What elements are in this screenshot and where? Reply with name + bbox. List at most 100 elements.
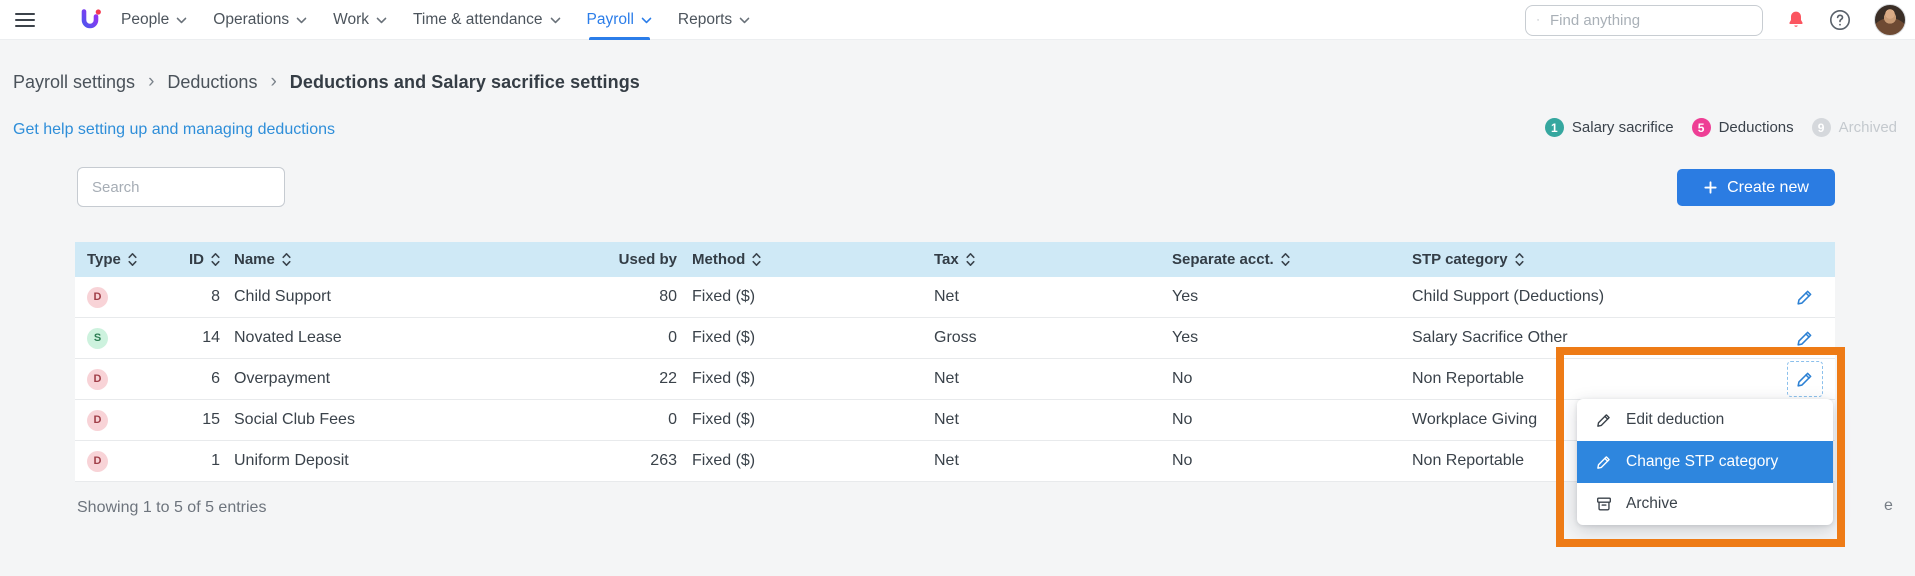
type-badge: D [87,409,108,431]
nav-item[interactable]: Operations [213,0,307,40]
column-header-label: Name [234,251,275,268]
cell-tax: Net [934,288,959,305]
table-row[interactable]: D 8 Child Support 80 Fixed ($) Net Yes C… [75,277,1835,318]
cell-method: Fixed ($) [692,370,756,387]
counter-bubble: 1 [1544,118,1564,137]
top-navigation-bar: People Operations Work Time & attendance… [0,0,1915,40]
nav-item[interactable]: People [121,0,187,40]
obscured-text-fragment: e [1884,497,1893,514]
chevron-down-icon [550,17,560,24]
table-column-header[interactable]: Separate acct. [1157,242,1397,277]
nav-item[interactable]: Time & attendance [413,0,561,40]
create-new-button[interactable]: Create new [1677,169,1835,206]
nav-item-label: Time & attendance [412,10,543,28]
table-body: D 8 Child Support 80 Fixed ($) Net Yes C… [75,277,1835,482]
sort-icon[interactable] [128,252,137,267]
edit-pencil-button[interactable] [1787,361,1823,397]
cell-separate-acct: No [1172,452,1193,469]
table-search-box[interactable] [77,167,285,207]
cell-type: D [75,277,160,317]
context-menu-item-label: Change STP category [1626,453,1779,470]
help-icon[interactable] [1829,9,1851,31]
edit-pencil-button[interactable] [1788,280,1822,314]
table-column-header[interactable]: STP category [1397,242,1835,277]
nav-item-label: Work [333,10,369,28]
cell-used-by: 263 [650,452,677,469]
table-column-header[interactable]: Tax [919,242,1157,277]
notifications-bell-icon[interactable] [1786,9,1806,31]
breadcrumb-separator: › [148,71,155,92]
cell-id: 14 [202,329,220,346]
sort-icon[interactable] [966,252,975,267]
pencil-icon [1595,411,1613,429]
cell-type: S [75,318,160,358]
chevron-down-icon [376,17,387,24]
cell-used-by: 80 [659,288,677,305]
table-row[interactable]: D 6 Overpayment 22 Fixed ($) Net No Non … [75,359,1835,400]
sort-icon[interactable] [211,252,220,267]
cell-method: Fixed ($) [692,329,756,346]
help-deductions-link[interactable]: Get help setting up and managing deducti… [13,121,336,138]
cell-method: Fixed ($) [692,452,756,469]
table-column-header[interactable]: Name [220,242,520,277]
column-header-label: Separate acct. [1172,251,1274,268]
table-column-header[interactable]: ID [160,242,220,277]
cell-name: Overpayment [234,370,331,387]
archive-icon [1595,495,1613,513]
type-badge: D [87,368,108,390]
cell-tax: Net [934,370,959,387]
counter-bubble: 9 [1811,118,1831,137]
edit-pencil-button[interactable] [1788,321,1822,355]
chevron-down-icon [739,17,750,24]
table-column-header[interactable]: Method [677,242,919,277]
sort-icon[interactable] [752,252,761,267]
counter-label: Deductions [1718,119,1794,136]
context-menu-item[interactable]: Edit deduction [1577,399,1833,441]
chevron-down-icon [641,17,652,24]
cell-type: D [75,359,160,399]
counter-badge: 1 Salary sacrifice [1544,118,1674,137]
table-search-input[interactable] [90,177,272,197]
breadcrumb-item[interactable]: Payroll settings [13,72,136,92]
global-search-input[interactable] [1548,10,1751,30]
table-column-header[interactable]: Used by [520,242,677,277]
topbar-right-cluster [1525,0,1906,40]
table-footer-summary: Showing 1 to 5 of 5 entries [77,499,267,516]
table-row[interactable]: D 15 Social Club Fees 0 Fixed ($) Net No… [75,400,1835,441]
context-menu-item[interactable]: Archive [1577,483,1833,525]
logo-icon [81,8,101,28]
type-badge: D [87,450,108,472]
cell-separate-acct: No [1172,411,1193,428]
cell-stp-category: Child Support (Deductions) [1412,288,1605,305]
nav-item-label: Payroll [586,10,634,28]
deductions-table: Type ID Name Used by [75,242,1835,482]
breadcrumb-item[interactable]: Deductions [167,72,258,92]
column-header-label: ID [189,251,204,268]
pencil-icon [1595,453,1613,471]
context-menu-item-label: Archive [1626,495,1678,512]
table-row[interactable]: S 14 Novated Lease 0 Fixed ($) Gross Yes… [75,318,1835,359]
cell-tax: Net [934,452,959,469]
cell-actions [1775,359,1835,399]
user-avatar[interactable] [1874,4,1906,36]
context-menu-item-label: Edit deduction [1626,411,1725,428]
brand-logo[interactable] [77,7,103,33]
cell-method: Fixed ($) [692,411,756,428]
hamburger-menu-icon[interactable] [15,12,35,27]
nav-item[interactable]: Reports [678,0,750,40]
sort-icon[interactable] [1515,252,1524,267]
global-search-box[interactable] [1525,4,1763,36]
context-menu-item[interactable]: Change STP category [1577,441,1833,483]
sort-icon[interactable] [1281,252,1290,267]
cell-name: Uniform Deposit [234,452,349,469]
nav-item[interactable]: Work [333,0,387,40]
table-row[interactable]: D 1 Uniform Deposit 263 Fixed ($) Net No… [75,441,1835,482]
table-column-header[interactable]: Type [75,242,160,277]
sort-icon[interactable] [282,252,291,267]
pencil-icon [1797,290,1812,305]
cell-actions [1775,318,1835,358]
cell-name: Novated Lease [234,329,342,346]
counter-bubble: 5 [1691,118,1711,137]
status-counters: 1 Salary sacrifice 5 Deductions 9 Archiv… [1544,118,1897,137]
nav-item[interactable]: Payroll [587,0,652,40]
